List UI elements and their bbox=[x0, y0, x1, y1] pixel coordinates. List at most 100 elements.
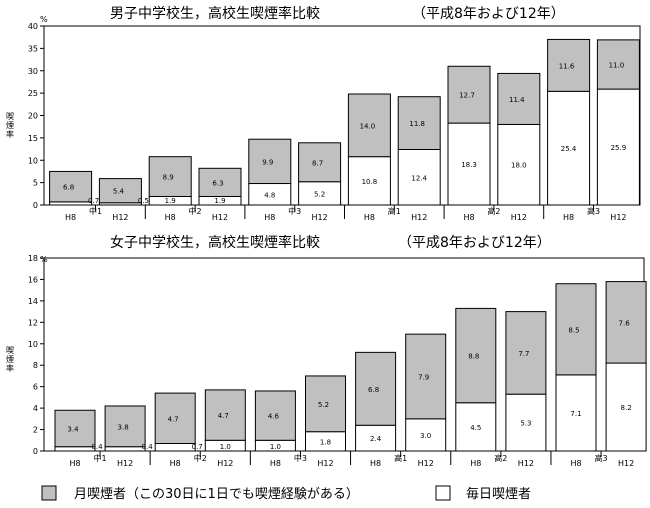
bar-monthly bbox=[347, 93, 391, 158]
data-label-monthly: 8.8 bbox=[468, 353, 479, 361]
data-label-daily: 1.0 bbox=[220, 443, 231, 451]
bar-monthly bbox=[49, 170, 93, 203]
y-tick-label: 20 bbox=[28, 112, 38, 121]
bar-monthly bbox=[248, 138, 292, 185]
y-tick-label: 40 bbox=[28, 22, 38, 31]
bar-monthly bbox=[204, 389, 246, 441]
x-tick-label: H12 bbox=[411, 213, 427, 222]
y-tick-label: 8 bbox=[33, 361, 38, 370]
bar-daily bbox=[497, 123, 541, 206]
data-label-monthly: 14.0 bbox=[360, 122, 376, 130]
bar-monthly bbox=[305, 375, 346, 433]
x-tick-label: H12 bbox=[311, 213, 327, 222]
data-label-monthly: 5.2 bbox=[318, 401, 329, 409]
data-label-daily: 5.3 bbox=[520, 420, 531, 428]
bar-monthly bbox=[605, 281, 647, 364]
data-label-monthly: 3.8 bbox=[118, 423, 129, 431]
data-label-daily: 4.5 bbox=[470, 424, 481, 432]
x-tick-label: H8 bbox=[165, 213, 176, 222]
y-tick-label: 0 bbox=[33, 201, 38, 210]
x-tick-label: H8 bbox=[563, 213, 574, 222]
data-label-daily: 0.4 bbox=[142, 443, 154, 451]
data-label-daily: 1.9 bbox=[214, 197, 225, 205]
data-label-daily: 18.3 bbox=[461, 161, 477, 169]
y-tick-label: 5 bbox=[33, 179, 38, 188]
y-tick-label: 25 bbox=[28, 89, 38, 98]
data-label-monthly: 9.9 bbox=[262, 158, 273, 166]
x-group-label: 高2 bbox=[494, 453, 507, 463]
bar-monthly bbox=[505, 311, 547, 395]
bar-monthly bbox=[104, 405, 146, 448]
data-label-monthly: 6.8 bbox=[63, 184, 74, 192]
data-label-daily: 3.0 bbox=[420, 432, 431, 440]
bar-monthly bbox=[555, 283, 597, 376]
x-group-label: 中2 bbox=[194, 453, 207, 463]
legend-swatch-monthly bbox=[41, 485, 57, 501]
y-tick-label: 16 bbox=[28, 275, 38, 284]
data-label-daily: 25.4 bbox=[561, 145, 577, 153]
x-tick-label: H12 bbox=[112, 213, 128, 222]
x-tick-label: H12 bbox=[511, 213, 527, 222]
x-group-label: 高3 bbox=[595, 453, 608, 463]
bar-monthly bbox=[298, 142, 342, 183]
y-tick-label: 2 bbox=[33, 426, 38, 435]
x-tick-label: H8 bbox=[69, 459, 80, 468]
x-tick-label: H12 bbox=[117, 459, 133, 468]
bar-monthly bbox=[148, 156, 192, 197]
x-tick-label: H12 bbox=[317, 459, 333, 468]
legend-label-monthly: 月喫煙者（この30日に1日でも喫煙経験がある） bbox=[74, 487, 359, 502]
bar-daily bbox=[555, 374, 597, 452]
data-label-monthly: 4.6 bbox=[268, 413, 280, 421]
y-tick-label: 10 bbox=[28, 156, 38, 165]
bar-monthly bbox=[596, 39, 640, 90]
data-label-monthly: 4.7 bbox=[168, 415, 179, 423]
y-axis-label: 喫煙率 bbox=[6, 111, 14, 139]
data-label-monthly: 6.3 bbox=[212, 179, 223, 187]
data-label-monthly: 11.8 bbox=[409, 120, 425, 128]
x-tick-label: H8 bbox=[264, 213, 275, 222]
x-group-label: 中1 bbox=[94, 453, 107, 463]
data-label-daily: 0.7 bbox=[192, 443, 203, 451]
data-label-daily: 4.8 bbox=[264, 191, 275, 199]
data-label-monthly: 11.4 bbox=[509, 96, 525, 104]
x-tick-label: H12 bbox=[518, 459, 534, 468]
data-label-daily: 0.5 bbox=[138, 197, 149, 205]
data-label-daily: 1.0 bbox=[270, 443, 281, 451]
y-tick-label: 18 bbox=[28, 254, 38, 263]
y-tick-label: 12 bbox=[28, 318, 38, 327]
bar-monthly bbox=[355, 351, 397, 426]
data-label-monthly: 12.7 bbox=[459, 92, 475, 100]
data-label-daily: 7.1 bbox=[570, 410, 581, 418]
chart-title: 女子中学校生，高校生喫煙率比較 bbox=[110, 234, 320, 251]
bar-daily bbox=[405, 418, 447, 452]
data-label-monthly: 8.5 bbox=[568, 326, 579, 334]
data-label-daily: 5.2 bbox=[314, 190, 325, 198]
data-label-monthly: 11.6 bbox=[559, 62, 575, 70]
data-label-monthly: 7.6 bbox=[619, 319, 631, 327]
data-label-daily: 18.0 bbox=[511, 162, 527, 170]
data-label-monthly: 8.7 bbox=[312, 159, 323, 167]
bar-monthly bbox=[54, 409, 96, 448]
bar-daily bbox=[347, 156, 391, 206]
data-label-daily: 10.8 bbox=[362, 178, 378, 186]
x-tick-label: H8 bbox=[65, 213, 76, 222]
x-tick-label: H8 bbox=[570, 459, 581, 468]
bar-monthly bbox=[154, 392, 196, 444]
y-unit-label: % bbox=[40, 15, 48, 24]
bar-monthly bbox=[198, 167, 242, 197]
x-tick-label: H12 bbox=[217, 459, 233, 468]
data-label-monthly: 3.4 bbox=[67, 425, 79, 433]
chart-subtitle: （平成8年および12年） bbox=[412, 6, 565, 22]
bar-daily bbox=[397, 149, 441, 206]
x-group-label: 高1 bbox=[394, 453, 407, 463]
data-label-daily: 12.4 bbox=[411, 174, 427, 182]
y-tick-label: 4 bbox=[33, 404, 38, 413]
bar-daily bbox=[455, 402, 497, 452]
x-tick-label: H8 bbox=[270, 459, 281, 468]
chart-subtitle: （平成8年および12年） bbox=[398, 235, 551, 251]
legend-swatch-daily bbox=[435, 485, 451, 501]
data-label-daily: 8.2 bbox=[621, 404, 632, 412]
bar-daily bbox=[54, 446, 96, 452]
data-label-daily: 0.7 bbox=[88, 197, 99, 205]
y-tick-label: 10 bbox=[28, 340, 38, 349]
